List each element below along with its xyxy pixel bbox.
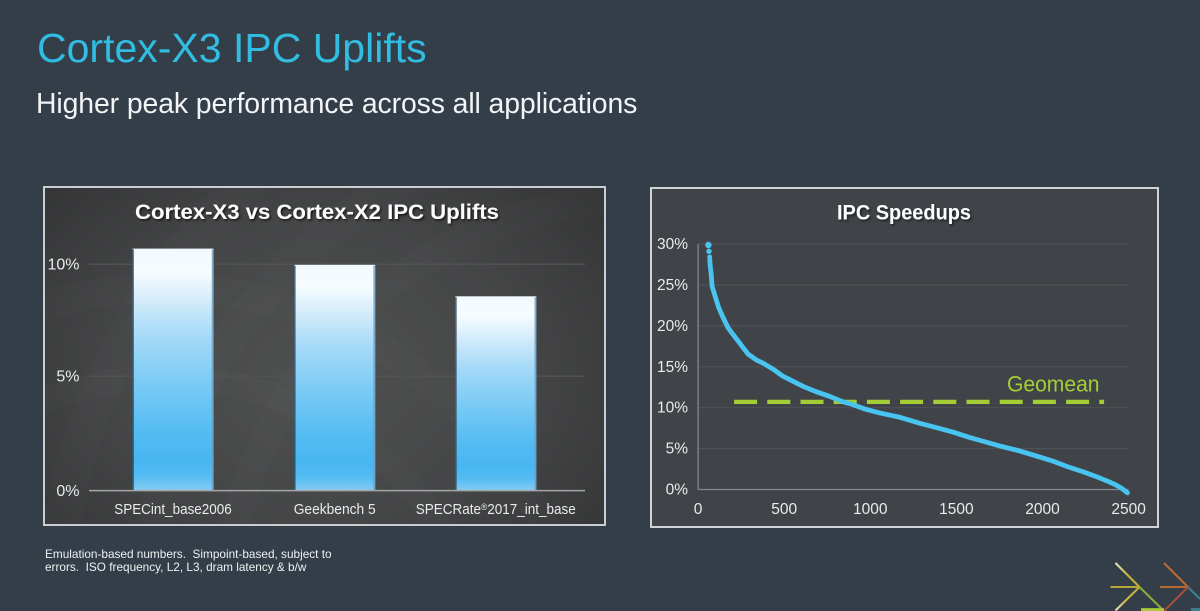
svg-text:IPC Speedups: IPC Speedups bbox=[837, 201, 971, 224]
svg-text:Geomean: Geomean bbox=[1007, 372, 1100, 397]
svg-text:1500: 1500 bbox=[939, 501, 974, 518]
svg-text:15%: 15% bbox=[657, 359, 688, 376]
svg-text:Geekbench 5: Geekbench 5 bbox=[294, 501, 376, 518]
svg-text:2000: 2000 bbox=[1025, 501, 1060, 518]
svg-text:10%: 10% bbox=[657, 400, 688, 417]
svg-text:SPECRate®2017_int_base: SPECRate®2017_int_base bbox=[416, 501, 576, 518]
svg-text:5%: 5% bbox=[666, 441, 689, 458]
svg-text:1000: 1000 bbox=[853, 501, 888, 518]
svg-text:10%: 10% bbox=[47, 257, 79, 274]
svg-text:20%: 20% bbox=[657, 318, 688, 335]
svg-text:0: 0 bbox=[694, 501, 703, 518]
svg-text:30%: 30% bbox=[657, 236, 688, 253]
svg-text:0%: 0% bbox=[56, 483, 79, 500]
svg-text:Cortex-X3 vs Cortex-X2 IPC Upl: Cortex-X3 vs Cortex-X2 IPC Uplifts bbox=[135, 201, 499, 224]
svg-text:2500: 2500 bbox=[1111, 501, 1146, 518]
svg-text:SPECint_base2006: SPECint_base2006 bbox=[114, 501, 232, 518]
svg-text:25%: 25% bbox=[657, 277, 688, 294]
svg-text:0%: 0% bbox=[666, 482, 689, 499]
svg-text:5%: 5% bbox=[56, 369, 79, 386]
svg-text:500: 500 bbox=[771, 501, 797, 518]
